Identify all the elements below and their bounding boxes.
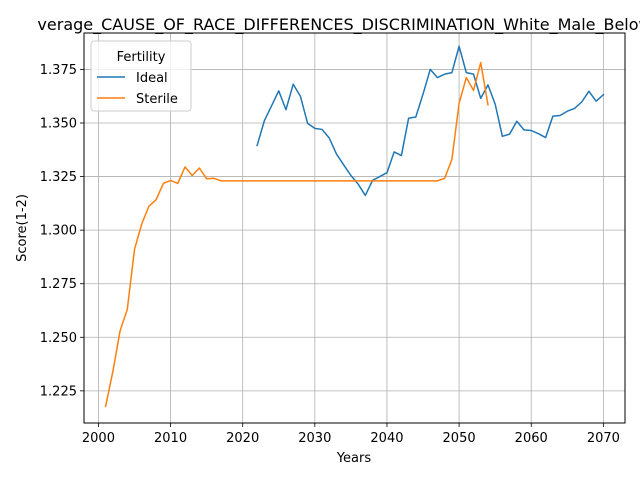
legend-box	[90, 40, 192, 112]
y-tick-label: 1.225	[40, 384, 77, 399]
axis-ticks: 2000 2010 2020 2030 2040 2050 2060 2070 1.225 1.2…	[40, 63, 620, 446]
legend-label-sterile: Sterile	[136, 92, 178, 107]
y-tick-label: 1.350	[40, 117, 77, 132]
series-line-sterile	[104, 61, 489, 408]
legend-label-ideal: Ideal	[136, 71, 168, 86]
grid	[84, 33, 625, 423]
legend: Fertility Ideal Sterile	[90, 40, 192, 112]
y-axis-label: Score(1-2)	[15, 194, 30, 262]
x-axis-label: Years	[336, 451, 372, 466]
x-tick-label: 2060	[515, 431, 548, 446]
series-line-ideal	[256, 45, 605, 197]
y-tick-label: 1.275	[40, 277, 77, 292]
x-tick-label: 2010	[154, 431, 187, 446]
y-tick-label: 1.375	[40, 63, 77, 78]
x-tick-label: 2030	[298, 431, 331, 446]
y-tick-label: 1.325	[40, 170, 77, 185]
x-tick-label: 2000	[82, 431, 115, 446]
chart-title: verage_CAUSE_OF_RACE_DIFFERENCES_DISCRIM…	[37, 15, 640, 35]
x-tick-label: 2020	[226, 431, 259, 446]
plot-frame	[83, 32, 626, 424]
x-tick-label: 2070	[587, 431, 620, 446]
y-tick-label: 1.250	[40, 331, 77, 346]
legend-title: Fertility	[117, 50, 166, 65]
x-tick-label: 2040	[370, 431, 403, 446]
x-tick-label: 2050	[443, 431, 476, 446]
y-tick-label: 1.300	[40, 224, 77, 239]
series-lines	[104, 45, 605, 408]
